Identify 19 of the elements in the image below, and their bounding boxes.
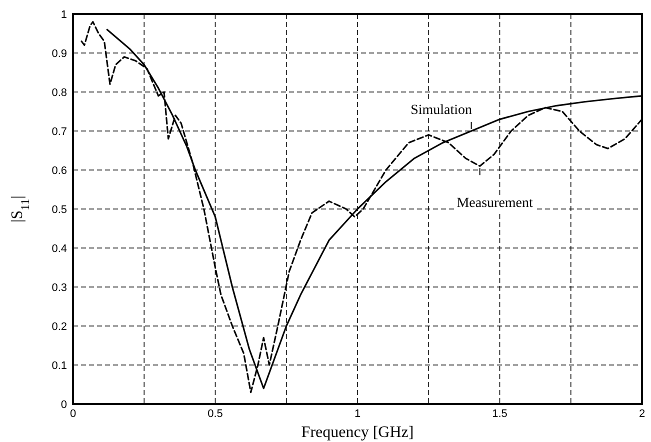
- y-tick-label: 1: [60, 9, 67, 21]
- y-tick-label: 0.5: [52, 204, 67, 216]
- x-axis-title: Frequency [GHz]: [301, 424, 414, 441]
- y-tick-label: 0.3: [52, 282, 67, 294]
- y-tick-label: 0: [60, 399, 67, 411]
- annotation: Simulation: [410, 103, 472, 118]
- y-tick-label: 0.2: [52, 321, 67, 333]
- y-tick-label: 0.9: [52, 48, 67, 60]
- x-tick-label: 1: [354, 408, 361, 420]
- annotation: Measurement: [456, 196, 534, 212]
- y-tick-label: 0.7: [52, 126, 67, 138]
- y-tick-label: 0.4: [52, 243, 67, 255]
- y-tick-label: 0.1: [52, 360, 67, 372]
- y-tick-label: 0.8: [52, 87, 67, 99]
- y-tick-label: 0.6: [52, 165, 67, 177]
- x-tick-label: 1.5: [492, 408, 508, 420]
- x-tick-label: 2: [638, 408, 646, 420]
- x-tick-label: 0: [70, 408, 76, 420]
- x-tick-label: 0.5: [208, 408, 223, 420]
